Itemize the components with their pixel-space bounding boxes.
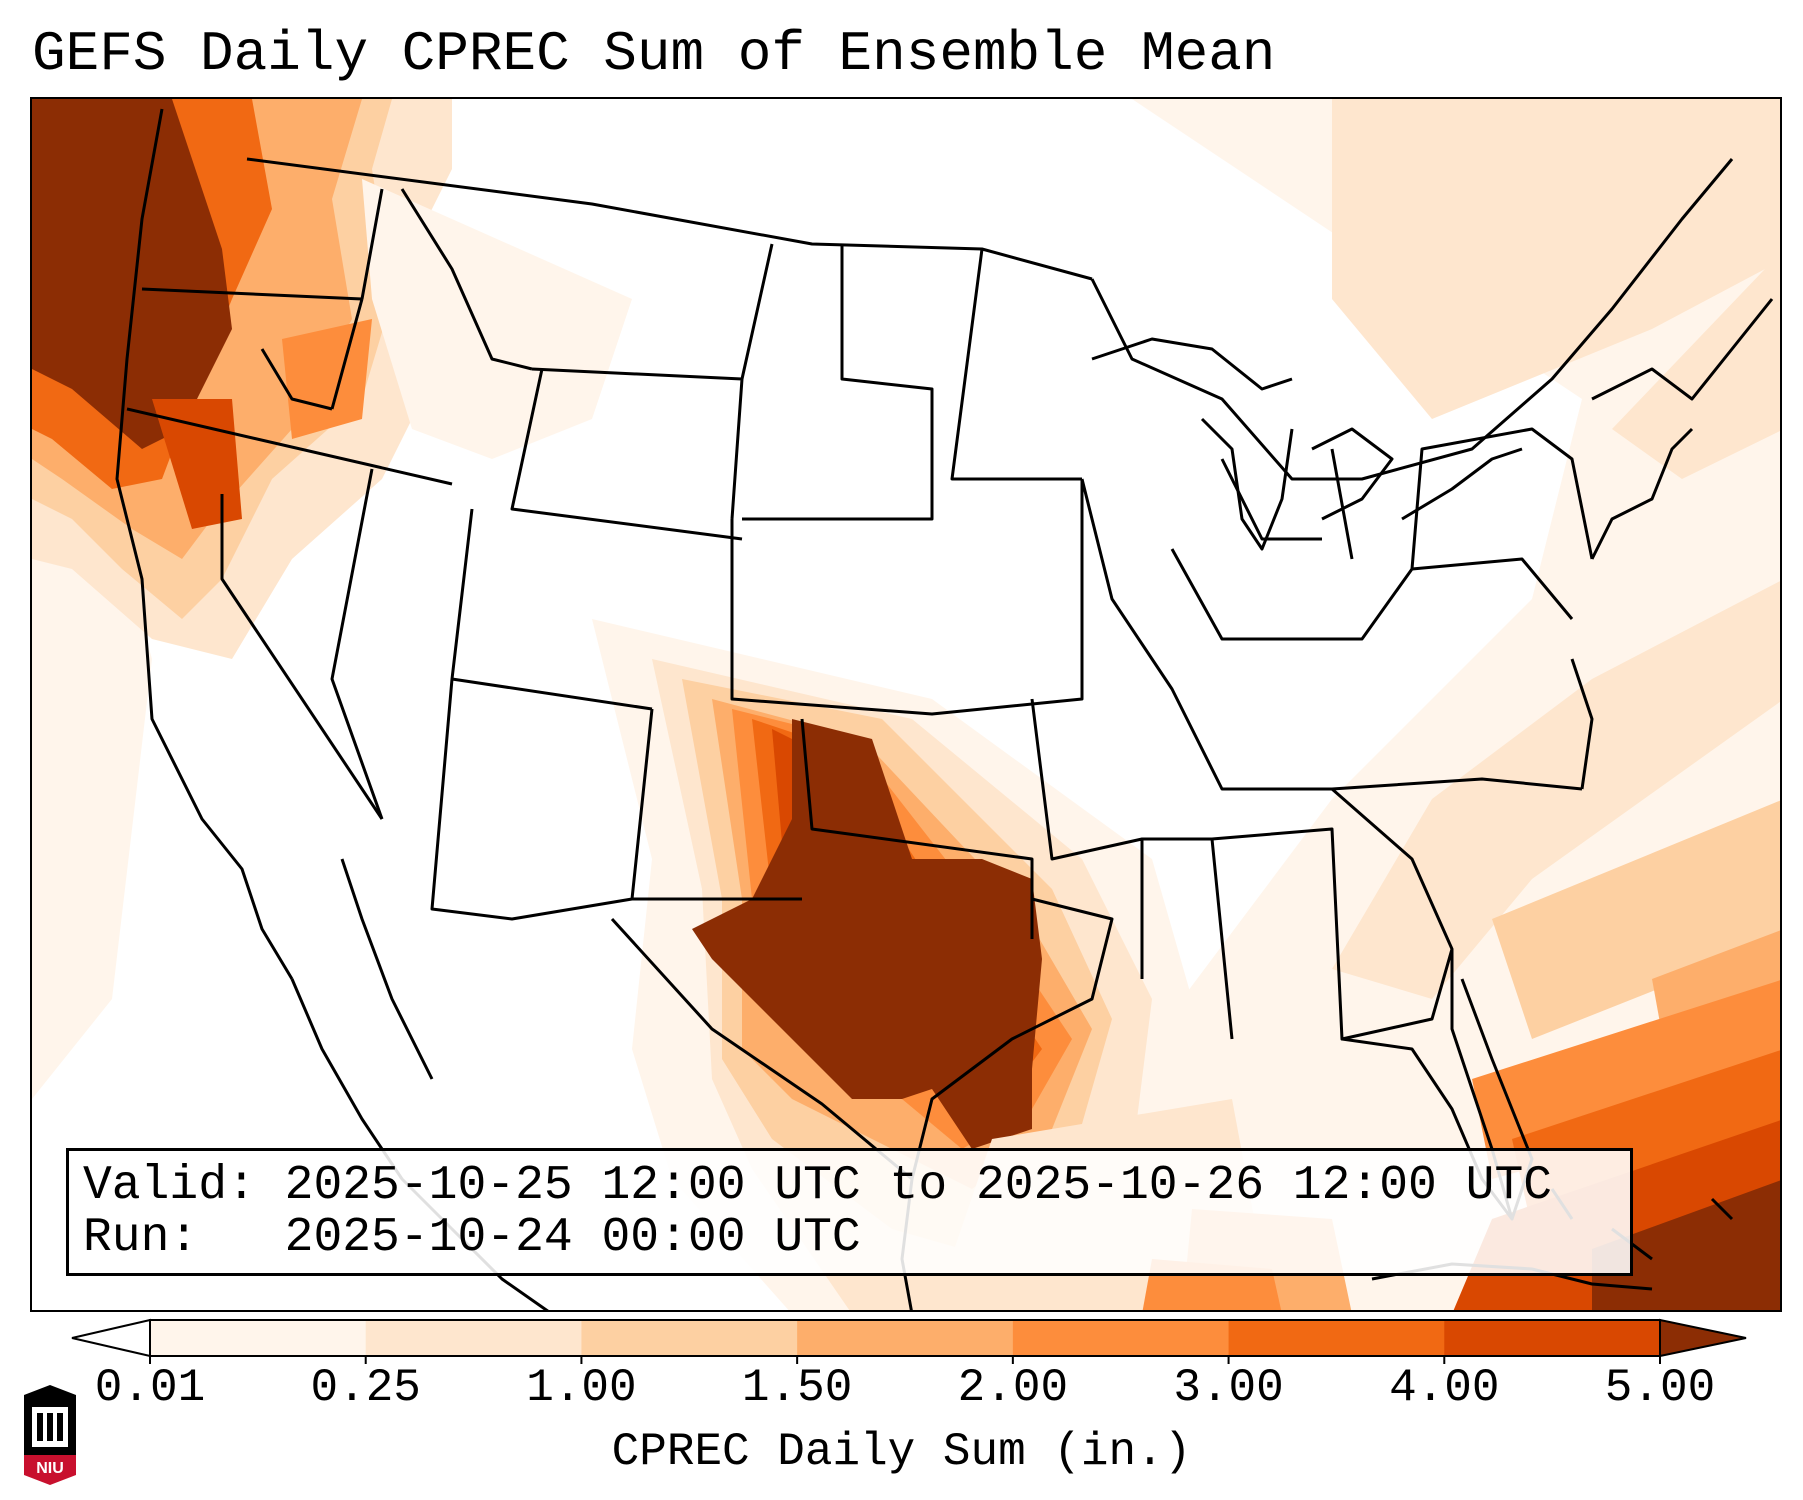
niu-logo-text: NIU [36, 1460, 64, 1477]
colorbar-ticks [149, 1356, 1661, 1364]
colorbar-outline [149, 1319, 1661, 1357]
niu-logo: NIU [24, 1385, 76, 1485]
colorbar-tick-label: 5.00 [1604, 1362, 1716, 1414]
colorbar-segments [71, 1318, 1747, 1358]
colorbar-tick-label: 4.00 [1389, 1362, 1500, 1414]
colorbar-segment [1444, 1320, 1661, 1356]
colorbar [71, 1318, 1747, 1364]
run-value: 2025-10-24 00:00 UTC [284, 1211, 861, 1265]
colorbar-tick-label: 0.25 [310, 1362, 421, 1414]
valid-label: Valid: [83, 1159, 256, 1213]
map-panel[interactable] [30, 97, 1782, 1312]
colorbar-segment [1012, 1320, 1230, 1356]
run-line: Run: 2025-10-24 00:00 UTC [83, 1211, 861, 1265]
colorbar-tick-label: 1.00 [526, 1362, 637, 1414]
valid-line: Valid: 2025-10-25 12:00 UTC to 2025-10-2… [83, 1159, 1552, 1213]
colorbar-tick-label: 1.50 [741, 1362, 853, 1414]
map-title: GEFS Daily CPREC Sum of Ensemble Mean [32, 22, 1276, 86]
valid-value: 2025-10-25 12:00 UTC to 2025-10-26 12:00… [284, 1159, 1553, 1213]
colorbar-over-extend [1659, 1318, 1747, 1358]
colorbar-segment [365, 1320, 582, 1356]
colorbar-tick-label: 3.00 [1173, 1362, 1284, 1414]
colorbar-under-extend [71, 1318, 151, 1358]
colorbar-segment [150, 1320, 367, 1356]
colorbar-segment [797, 1320, 1014, 1356]
precip-map [32, 99, 1780, 1310]
colorbar-segment [1228, 1320, 1445, 1356]
colorbar-segment [581, 1320, 798, 1356]
run-label: Run: [83, 1211, 199, 1265]
colorbar-tick-label: 2.00 [957, 1362, 1069, 1414]
colorbar-tick-label: 0.01 [94, 1362, 206, 1414]
valid-time-box: Valid: 2025-10-25 12:00 UTC to 2025-10-2… [66, 1148, 1633, 1276]
colorbar-label: CPREC Daily Sum (in.) [611, 1426, 1192, 1478]
